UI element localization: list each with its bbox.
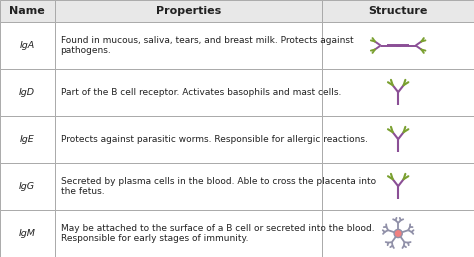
Text: Secreted by plasma cells in the blood. Able to cross the placenta into
the fetus: Secreted by plasma cells in the blood. A… <box>61 177 375 196</box>
Text: IgG: IgG <box>19 182 36 191</box>
Bar <box>0 69 55 116</box>
Bar <box>322 163 474 210</box>
Text: IgD: IgD <box>19 88 36 97</box>
Bar <box>0 116 55 163</box>
Bar <box>55 69 322 116</box>
Bar <box>0 163 55 210</box>
Bar <box>55 0 322 22</box>
Bar <box>0 0 55 22</box>
Text: Name: Name <box>9 6 45 16</box>
Text: Part of the B cell receptor. Activates basophils and mast cells.: Part of the B cell receptor. Activates b… <box>61 88 341 97</box>
Bar <box>322 0 474 22</box>
Bar <box>55 210 322 257</box>
Text: IgE: IgE <box>20 135 35 144</box>
Circle shape <box>394 230 402 237</box>
Bar <box>322 116 474 163</box>
Text: May be attached to the surface of a B cell or secreted into the blood.
Responsib: May be attached to the surface of a B ce… <box>61 224 374 243</box>
Bar <box>0 210 55 257</box>
Bar <box>396 44 399 47</box>
Text: Properties: Properties <box>156 6 221 16</box>
Bar <box>322 69 474 116</box>
Bar <box>55 116 322 163</box>
Bar <box>322 210 474 257</box>
Text: IgM: IgM <box>19 229 36 238</box>
Text: Structure: Structure <box>368 6 428 16</box>
Bar <box>55 163 322 210</box>
Text: Found in mucous, saliva, tears, and breast milk. Protects against
pathogens.: Found in mucous, saliva, tears, and brea… <box>61 36 353 55</box>
Bar <box>322 22 474 69</box>
Bar <box>397 44 400 47</box>
Text: Protects against parasitic worms. Responsible for allergic reactions.: Protects against parasitic worms. Respon… <box>61 135 367 144</box>
Text: IgA: IgA <box>19 41 35 50</box>
Bar <box>0 22 55 69</box>
Bar <box>55 22 322 69</box>
